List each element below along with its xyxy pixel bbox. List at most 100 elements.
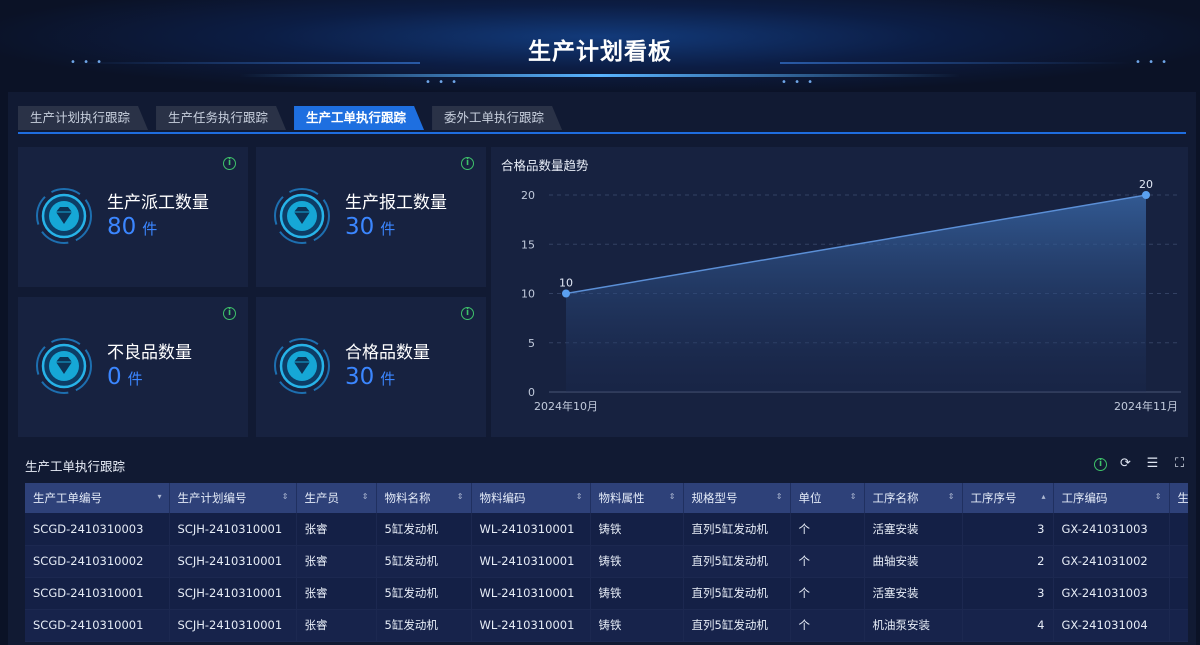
main-panel: 生产计划执行跟踪 生产任务执行跟踪 生产工单执行跟踪 委外工单执行跟踪 i 生产… xyxy=(8,92,1196,645)
table-cell: WL-2410310001 xyxy=(471,513,591,546)
column-header[interactable]: 生 xyxy=(1169,483,1188,513)
stat-number: 0 xyxy=(107,364,122,390)
sort-icon[interactable]: ⇕ xyxy=(947,492,955,501)
column-settings-icon[interactable]: ☰ xyxy=(1146,456,1159,471)
stat-label: 生产报工数量 xyxy=(345,193,447,213)
table-header-row: 生产工单编号 ▾ 生产计划编号 ⇕ 生产员 ⇕ 物料名称 ⇕ 物料编码 ⇕ 物料属性 ⇕ 规格型号 ⇕ 单位… xyxy=(25,483,1188,513)
table-cell xyxy=(1169,513,1188,546)
stat-unit: 件 xyxy=(142,220,158,238)
column-header[interactable]: 单位 ⇕ xyxy=(790,483,865,513)
sort-icon[interactable]: ⇕ xyxy=(775,492,783,501)
sort-icon[interactable]: ▾ xyxy=(157,492,162,501)
table-cell: 铸铁 xyxy=(590,609,684,642)
info-icon[interactable]: i xyxy=(461,307,474,320)
sort-icon[interactable]: ⇕ xyxy=(1154,492,1162,501)
table-cell: 活塞安装 xyxy=(864,577,963,610)
tab-plan-tracking[interactable]: 生产计划执行跟踪 xyxy=(18,106,148,130)
workorder-table: 生产工单编号 ▾ 生产计划编号 ⇕ 生产员 ⇕ 物料名称 ⇕ 物料编码 ⇕ 物料属性 ⇕ 规格型号 ⇕ 单位… xyxy=(25,483,1188,645)
table-cell: 5缸发动机 xyxy=(376,577,472,610)
column-header[interactable]: 物料名称 ⇕ xyxy=(376,483,472,513)
table-cell: 张睿 xyxy=(296,609,377,642)
table-cell: SCGD-2410310001 xyxy=(25,577,170,610)
table-cell: WL-2410310001 xyxy=(471,545,591,578)
table-cell: 张睿 xyxy=(296,545,377,578)
info-icon[interactable]: i xyxy=(223,157,236,170)
table-cell: WL-2410310001 xyxy=(471,609,591,642)
column-header[interactable]: 规格型号 ⇕ xyxy=(683,483,791,513)
table-cell: 铸铁 xyxy=(590,513,684,546)
y-tick-label: 15 xyxy=(521,238,535,251)
column-header[interactable]: 工序序号 ▴ xyxy=(962,483,1054,513)
column-header[interactable]: 生产工单编号 ▾ xyxy=(25,483,170,513)
sort-icon[interactable]: ⇕ xyxy=(575,492,583,501)
table-cell: 5缸发动机 xyxy=(376,513,472,546)
table-cell: 个 xyxy=(790,577,865,610)
sort-icon[interactable]: ⇕ xyxy=(281,492,289,501)
table-row[interactable]: SCGD-2410310001 SCJH-2410310001 张睿 5缸发动机 WL-… xyxy=(25,577,1188,610)
fullscreen-icon[interactable]: ⛶ xyxy=(1174,456,1185,471)
table-cell xyxy=(1169,577,1188,610)
stat-card-qualified: i 合格品数量 30 件 xyxy=(256,297,486,437)
info-icon[interactable]: i xyxy=(461,157,474,170)
sort-icon[interactable]: ⇕ xyxy=(361,492,369,501)
x-tick-label: 2024年10月 xyxy=(534,399,598,413)
tab-workorder-tracking[interactable]: 生产工单执行跟踪 xyxy=(294,106,424,130)
header-dots: • • • xyxy=(781,77,816,88)
table-cell: 4 xyxy=(962,609,1054,642)
table-cell: 铸铁 xyxy=(590,577,684,610)
table-cell: SCJH-2410310001 xyxy=(169,513,297,546)
table-cell: 直列5缸发动机 xyxy=(683,609,791,642)
header-glow xyxy=(240,74,960,77)
y-tick-label: 20 xyxy=(521,189,535,202)
refresh-icon[interactable]: ⟳ xyxy=(1120,456,1131,471)
sort-icon[interactable]: ⇕ xyxy=(849,492,857,501)
data-point xyxy=(562,289,570,298)
stat-value: 30 件 xyxy=(345,364,395,390)
table-cell: 2 xyxy=(962,545,1054,578)
table-cell: SCJH-2410310001 xyxy=(169,577,297,610)
info-icon[interactable]: i xyxy=(1094,458,1107,471)
sort-icon[interactable]: ⇕ xyxy=(668,492,676,501)
table-cell: 3 xyxy=(962,513,1054,546)
column-header-label: 工序序号 xyxy=(970,491,1017,505)
sort-icon[interactable]: ▴ xyxy=(1041,492,1046,501)
table-cell: GX-241031003 xyxy=(1053,577,1170,610)
data-point xyxy=(1142,191,1150,199)
tab-task-tracking[interactable]: 生产任务执行跟踪 xyxy=(156,106,286,130)
stat-number: 80 xyxy=(107,214,137,240)
chart-canvas: 0 5 10 15 20 2024年10月 2024年11月 10 20 xyxy=(521,178,1181,413)
table-cell: SCJH-2410310001 xyxy=(169,609,297,642)
table-cell: 5缸发动机 xyxy=(376,545,472,578)
data-label: 10 xyxy=(559,277,573,290)
stat-number: 30 xyxy=(345,364,375,390)
series-area xyxy=(566,195,1146,392)
table-cell: 直列5缸发动机 xyxy=(683,545,791,578)
table-row[interactable]: SCGD-2410310001 SCJH-2410310001 张睿 5缸发动机 WL-… xyxy=(25,609,1188,642)
column-header[interactable]: 物料编码 ⇕ xyxy=(471,483,591,513)
header-dots: • • • xyxy=(70,57,105,68)
column-header[interactable]: 工序编码 ⇕ xyxy=(1053,483,1170,513)
table-cell: 个 xyxy=(790,513,865,546)
table-cell: 机油泵安装 xyxy=(864,609,963,642)
column-header[interactable]: 生产计划编号 ⇕ xyxy=(169,483,297,513)
column-header[interactable]: 生产员 ⇕ xyxy=(296,483,377,513)
diamond-icon xyxy=(36,338,92,394)
column-header[interactable]: 工序名称 ⇕ xyxy=(864,483,963,513)
table-cell: SCJH-2410310001 xyxy=(169,545,297,578)
column-header[interactable]: 物料属性 ⇕ xyxy=(590,483,684,513)
table-cell: 直列5缸发动机 xyxy=(683,513,791,546)
tab-bar: 生产计划执行跟踪 生产任务执行跟踪 生产工单执行跟踪 委外工单执行跟踪 xyxy=(18,106,570,132)
stat-unit: 件 xyxy=(380,370,396,388)
table-row[interactable]: SCGD-2410310003 SCJH-2410310001 张睿 5缸发动机 WL-… xyxy=(25,513,1188,546)
info-icon[interactable]: i xyxy=(223,307,236,320)
x-tick-label: 2024年11月 xyxy=(1114,399,1178,413)
table-cell: SCGD-2410310001 xyxy=(25,609,170,642)
table-row[interactable]: SCGD-2410310002 SCJH-2410310001 张睿 5缸发动机 WL-… xyxy=(25,545,1188,578)
column-header-label: 生产计划编号 xyxy=(177,491,247,505)
table-cell: 张睿 xyxy=(296,513,377,546)
table-toolbar: i ⟳ ☰ ⛶ xyxy=(1094,456,1188,473)
column-header-label: 规格型号 xyxy=(691,491,738,505)
tab-outsource-tracking[interactable]: 委外工单执行跟踪 xyxy=(432,106,562,130)
sort-icon[interactable]: ⇕ xyxy=(456,492,464,501)
